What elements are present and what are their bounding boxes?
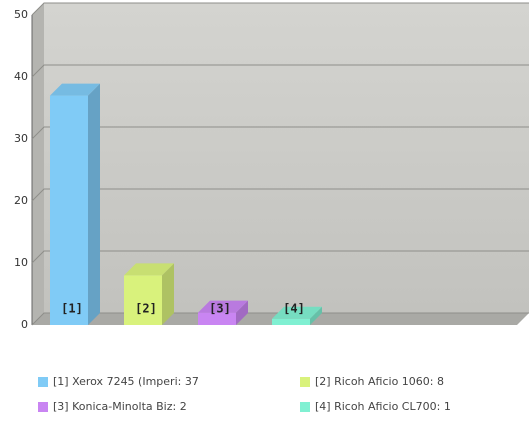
bar-side: [310, 306, 322, 325]
grid-line: [31, 64, 529, 78]
y-tick-label: 10: [14, 256, 28, 269]
bar-side: [162, 263, 174, 325]
y-tick-label: 30: [14, 132, 28, 145]
grid-line: [31, 2, 529, 16]
grid-line: [31, 312, 529, 326]
legend-swatch: [300, 402, 310, 412]
legend-label: [2] Ricoh Aficio 1060: 8: [315, 375, 444, 388]
bar-top: [50, 83, 100, 96]
bar-top: [198, 300, 248, 313]
bar-top: [124, 263, 174, 276]
bar: [272, 318, 310, 325]
bar-label: [2]: [135, 302, 157, 316]
bar: [198, 312, 236, 325]
grid-line: [31, 188, 529, 202]
bar: [50, 95, 88, 325]
legend-label: [4] Ricoh Aficio CL700: 1: [315, 400, 451, 413]
bar: [124, 275, 162, 325]
y-tick-label: 0: [21, 318, 28, 331]
bar-side: [88, 83, 100, 325]
legend-label: [3] Konica-Minolta Biz: 2: [53, 400, 187, 413]
bar-label: [1]: [61, 302, 83, 316]
bar-top: [272, 306, 322, 319]
legend-swatch: [38, 377, 48, 387]
y-tick-label: 50: [14, 8, 28, 21]
legend-swatch: [300, 377, 310, 387]
grid-line: [31, 250, 529, 264]
left-wall: [32, 3, 44, 325]
bar-side: [236, 300, 248, 325]
y-tick-label: 40: [14, 70, 28, 83]
legend-swatch: [38, 402, 48, 412]
back-wall: [44, 3, 529, 313]
legend-label: [1] Xerox 7245 (Imperi: 37: [53, 375, 199, 388]
bar-label: [3]: [209, 302, 231, 316]
bar-label: [4]: [283, 302, 305, 316]
y-tick-label: 20: [14, 194, 28, 207]
grid-line: [31, 126, 529, 140]
